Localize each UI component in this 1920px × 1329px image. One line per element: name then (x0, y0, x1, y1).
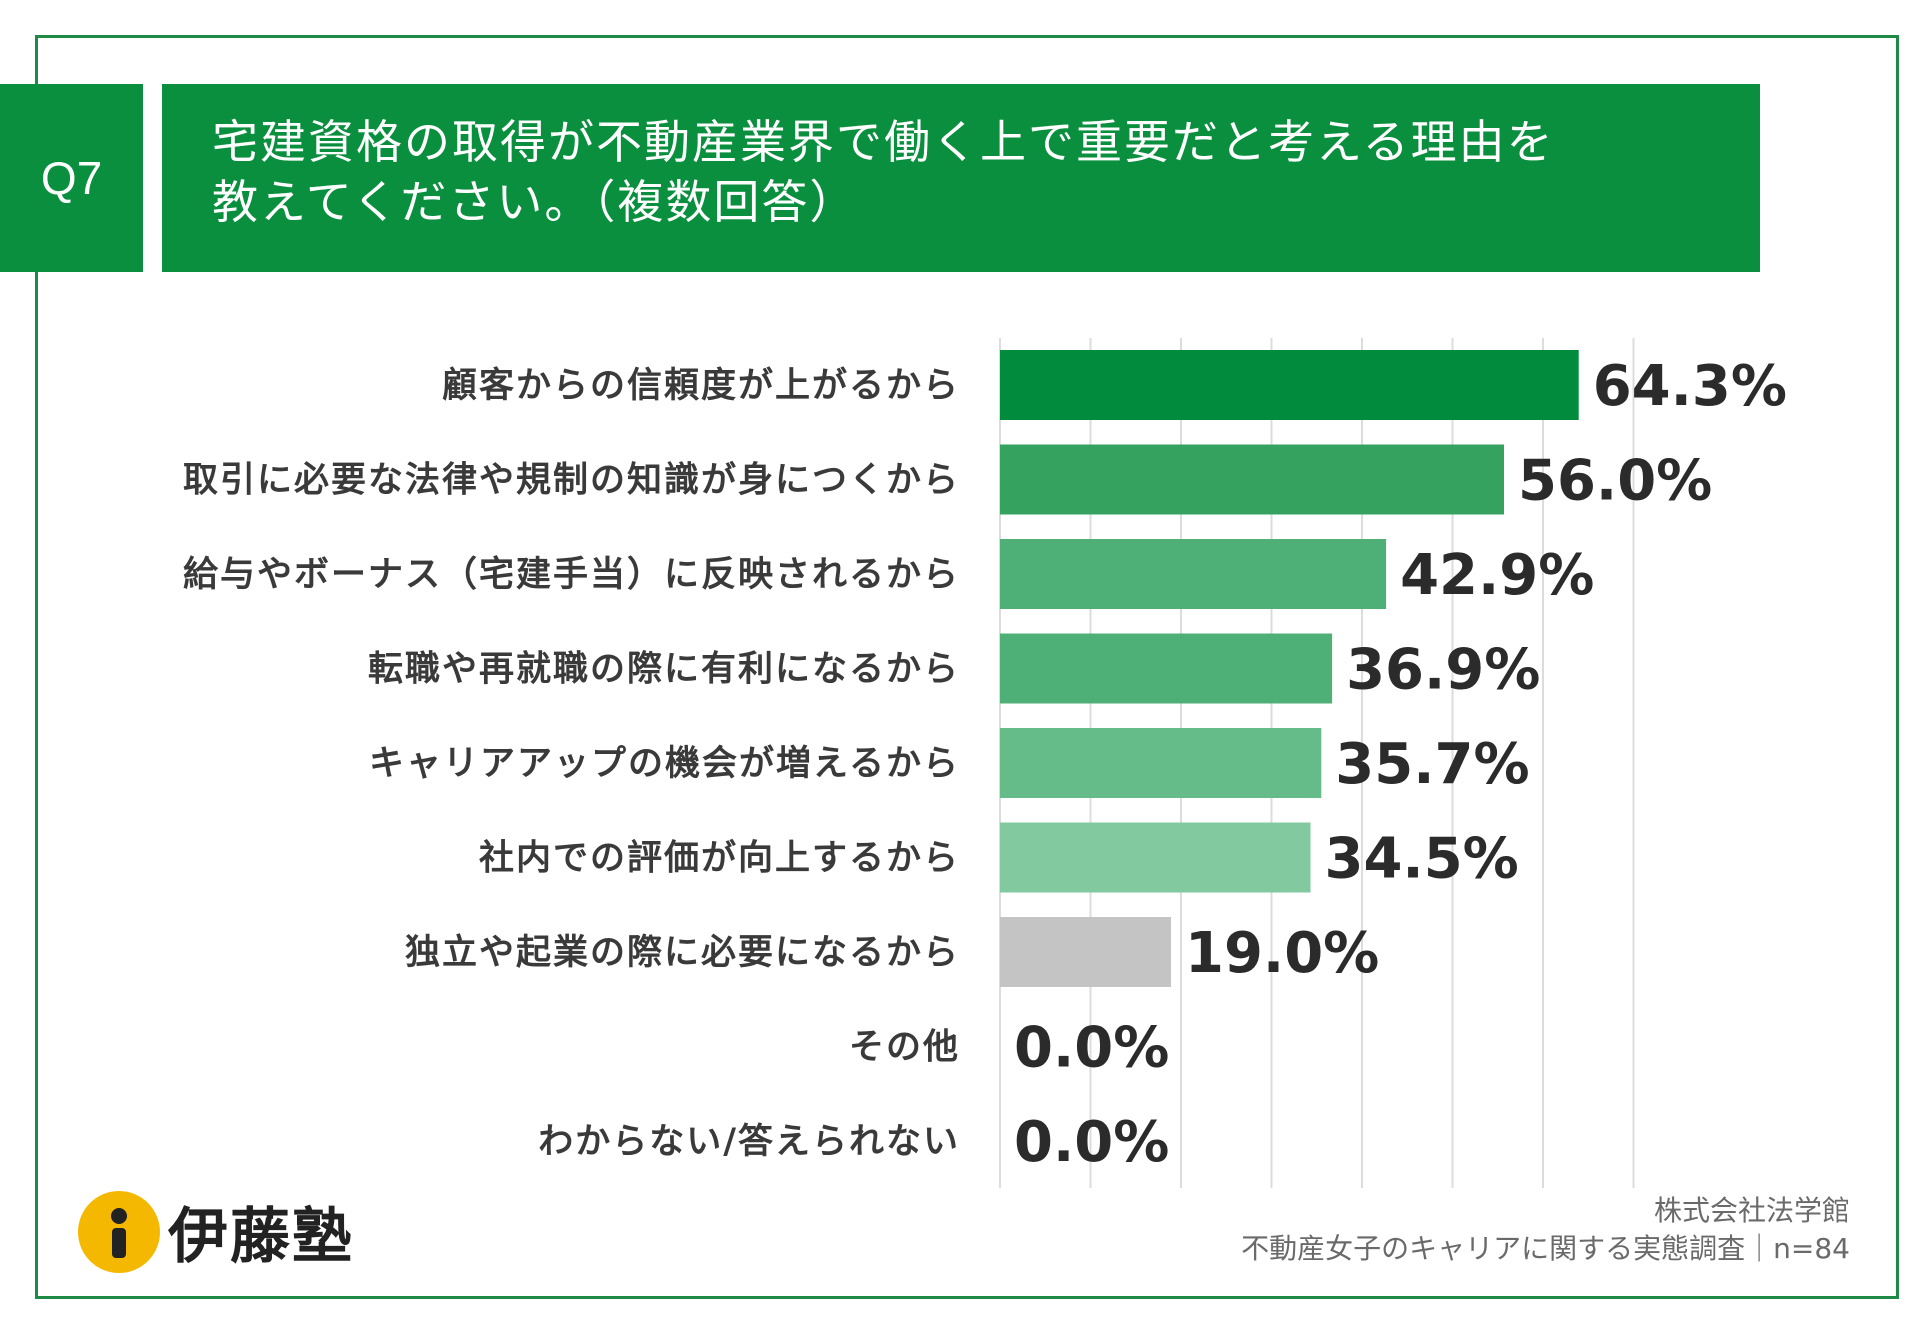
question-badge: Q7 (0, 84, 143, 272)
value-label: 42.9% (1400, 543, 1594, 608)
question-title-line1: 宅建資格の取得が不動産業界で働く上で重要だと考える理由を (212, 115, 1555, 169)
itojuku-logo: 伊藤塾 (76, 1188, 354, 1275)
bar (1000, 728, 1322, 798)
category-label: 取引に必要な法律や規制の知識が身につくから (183, 461, 960, 501)
logo-mark-icon (78, 1190, 160, 1273)
value-label: 64.3% (1593, 354, 1787, 419)
logo-text: 伊藤塾 (168, 1202, 354, 1272)
value-label: 0.0% (1014, 1016, 1169, 1081)
value-label: 35.7% (1335, 732, 1529, 797)
bar (1000, 539, 1387, 609)
value-label: 36.9% (1346, 638, 1540, 703)
bar (1000, 633, 1333, 704)
category-label: わからない/答えられない (538, 1122, 960, 1162)
bar (1000, 822, 1311, 893)
category-label: キャリアアップの機会が増えるから (369, 744, 960, 784)
source-survey: 不動産女子のキャリアに関する実態調査｜n=84 (1241, 1232, 1850, 1265)
value-label: 19.0% (1185, 921, 1379, 986)
category-label: 独立や起業の際に必要になるから (405, 933, 960, 973)
source-company: 株式会社法学館 (1653, 1194, 1850, 1227)
source-note: 株式会社法学館 不動産女子のキャリアに関する実態調査｜n=84 (1241, 1192, 1850, 1268)
category-label: 社内での評価が向上するから (479, 839, 960, 879)
category-label: その他 (849, 1028, 960, 1068)
bar (1000, 917, 1171, 987)
bar (1000, 444, 1504, 515)
question-title: 宅建資格の取得が不動産業界で働く上で重要だと考える理由を 教えてください。（複数… (162, 84, 1760, 272)
question-title-line2: 教えてください。（複数回答） (212, 175, 858, 229)
category-label: 顧客からの信頼度が上がるから (442, 365, 960, 406)
value-label: 0.0% (1014, 1110, 1169, 1175)
category-label: 給与やボーナス（宅建手当）に反映されるから (183, 554, 960, 595)
value-label: 56.0% (1518, 449, 1712, 514)
bar (1000, 350, 1579, 420)
chart-frame (35, 35, 1899, 1299)
value-label: 34.5% (1325, 827, 1519, 892)
category-label: 転職や再就職の際に有利になるから (368, 650, 960, 690)
